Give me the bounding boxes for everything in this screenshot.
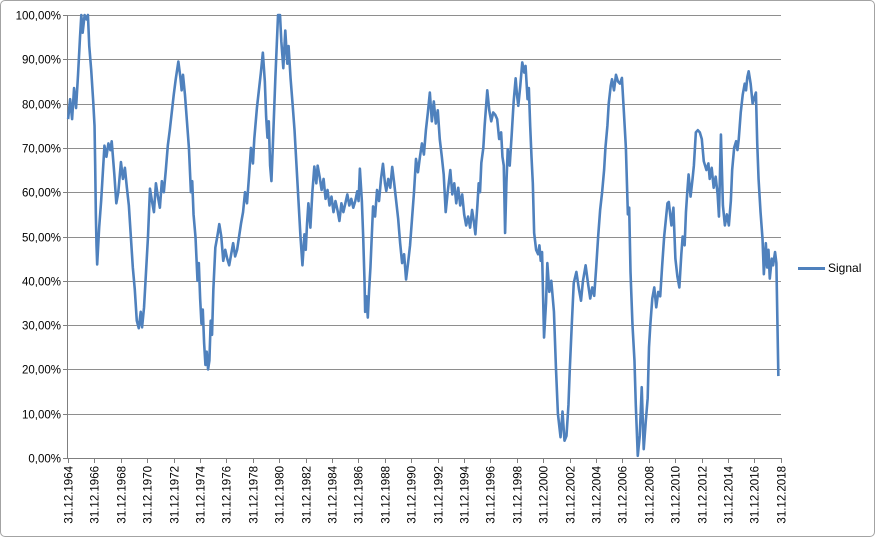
x-axis-tick-label: 31.12.2012 bbox=[698, 466, 710, 524]
y-axis-tick-label: 30,00% bbox=[22, 321, 61, 333]
x-axis-tick-label: 31.12.2018 bbox=[777, 466, 789, 524]
y-axis-tick-label: 70,00% bbox=[22, 144, 61, 156]
y-axis-tick-label: 50,00% bbox=[22, 233, 61, 245]
x-axis-tick-label: 31.12.1992 bbox=[434, 466, 446, 524]
x-axis-tick-label: 31.12.1964 bbox=[64, 465, 76, 523]
x-axis-tick-label: 31.12.2008 bbox=[645, 466, 657, 524]
x-axis-tick-label: 31.12.1982 bbox=[302, 466, 314, 524]
x-axis-tick-label: 31.12.2006 bbox=[618, 466, 630, 524]
y-axis-tick-label: 80,00% bbox=[22, 100, 61, 112]
x-axis-tick-label: 31.12.2014 bbox=[724, 465, 736, 523]
x-axis-tick-label: 31.12.1984 bbox=[328, 465, 340, 523]
x-axis-tick-label: 31.12.1972 bbox=[170, 466, 182, 524]
x-axis-tick-label: 31.12.1996 bbox=[486, 466, 498, 524]
x-axis-tick-label: 31.12.1978 bbox=[249, 466, 261, 524]
x-axis-tick-label: 31.12.2016 bbox=[750, 466, 762, 524]
y-axis-tick-label: 100,00% bbox=[16, 11, 61, 23]
x-axis-tick-label: 31.12.1988 bbox=[381, 466, 393, 524]
x-axis-tick-label: 31.12.1974 bbox=[196, 465, 208, 523]
x-axis-tick-label: 31.12.1966 bbox=[90, 466, 102, 524]
x-axis-tick-label: 31.12.2000 bbox=[539, 466, 551, 524]
x-axis-tick-label: 31.12.2004 bbox=[592, 465, 604, 523]
x-axis-tick-label: 31.12.1970 bbox=[143, 466, 155, 524]
legend[interactable]: Signal bbox=[798, 261, 861, 275]
x-axis-tick-label: 31.12.1998 bbox=[513, 466, 525, 524]
y-axis-tick-label: 20,00% bbox=[22, 365, 61, 377]
y-axis-tick-label: 0,00% bbox=[28, 454, 61, 466]
x-axis-tick-label: 31.12.1976 bbox=[222, 466, 234, 524]
x-axis-tick-label: 31.12.2010 bbox=[671, 466, 683, 524]
y-axis-tick-label: 40,00% bbox=[22, 277, 61, 289]
legend-series-label: Signal bbox=[828, 261, 862, 275]
series-line-signal[interactable] bbox=[66, 13, 780, 458]
x-axis-tick-label: 31.12.1994 bbox=[460, 465, 472, 523]
x-axis-tick-label: 31.12.2002 bbox=[566, 466, 578, 524]
x-axis-tick-label: 31.12.1990 bbox=[407, 466, 419, 524]
x-axis-tick-label: 31.12.1968 bbox=[117, 466, 129, 524]
x-axis-tick-label: 31.12.1986 bbox=[354, 466, 366, 524]
x-axis-tick-label: 31.12.1980 bbox=[275, 466, 287, 524]
y-axis-tick-label: 60,00% bbox=[22, 188, 61, 200]
y-axis-tick-label: 90,00% bbox=[22, 55, 61, 67]
y-axis-tick-label: 10,00% bbox=[22, 410, 61, 422]
legend-series-marker bbox=[798, 266, 825, 270]
